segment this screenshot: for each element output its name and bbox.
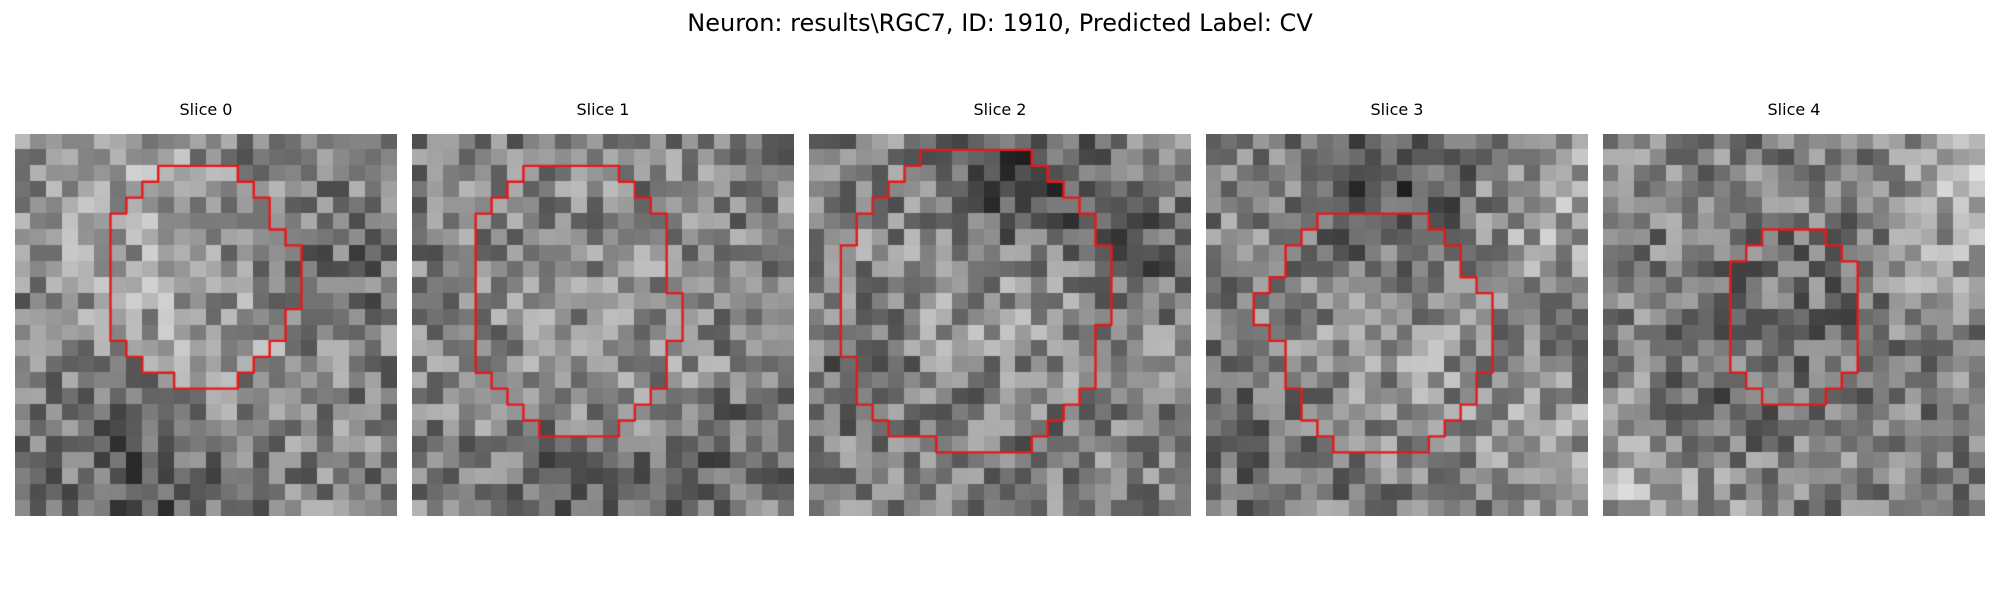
slice-panel-4: Slice 4 xyxy=(1603,100,1985,520)
slice-image xyxy=(412,134,794,516)
slice-panel-3: Slice 3 xyxy=(1206,100,1588,520)
slice-panel-0: Slice 0 xyxy=(15,100,397,520)
slice-image xyxy=(15,134,397,516)
slice-title: Slice 4 xyxy=(1767,100,1821,119)
slice-image xyxy=(809,134,1191,516)
slice-image xyxy=(1603,134,1985,516)
slice-title: Slice 3 xyxy=(1370,100,1424,119)
slice-title: Slice 0 xyxy=(179,100,233,119)
slice-panel-2: Slice 2 xyxy=(809,100,1191,520)
slice-panel-1: Slice 1 xyxy=(412,100,794,520)
slice-title: Slice 1 xyxy=(576,100,630,119)
slice-image xyxy=(1206,134,1588,516)
slice-title: Slice 2 xyxy=(973,100,1027,119)
figure-title: Neuron: results\RGC7, ID: 1910, Predicte… xyxy=(687,9,1313,37)
